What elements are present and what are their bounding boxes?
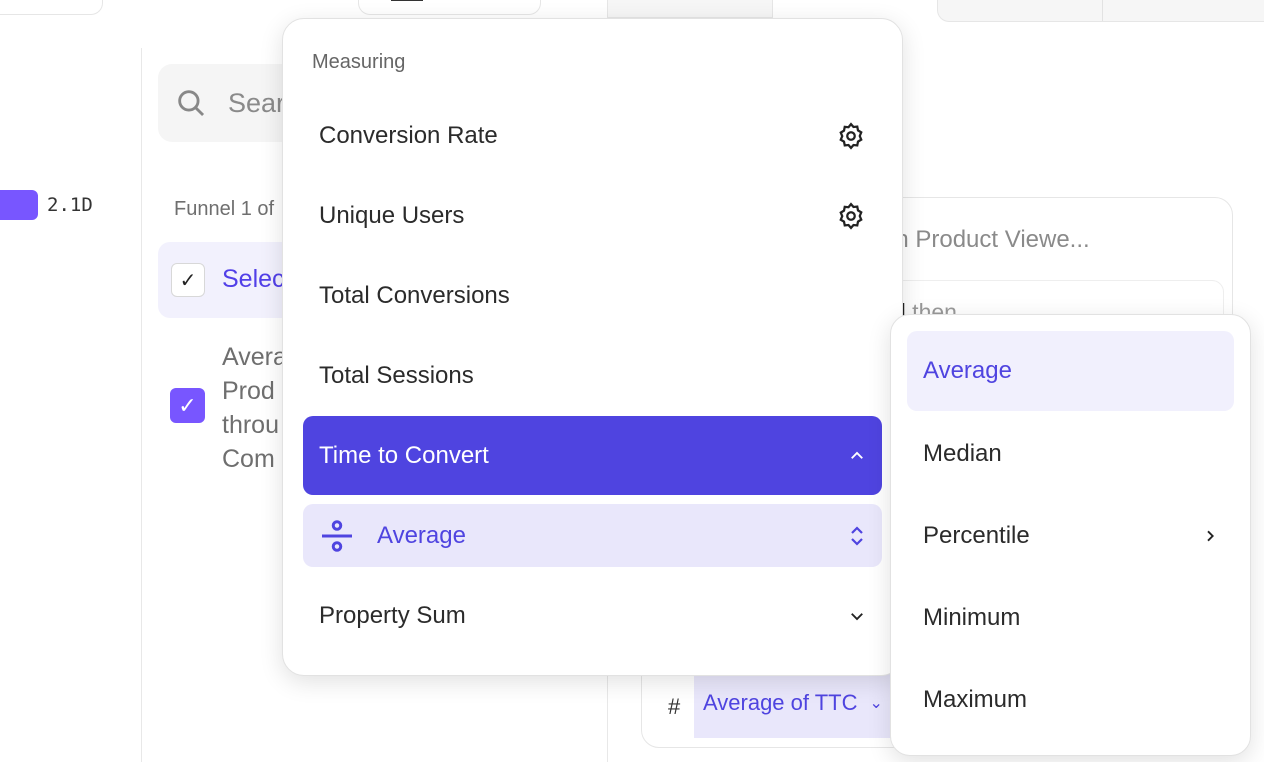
top-box-left: [0, 0, 103, 15]
menu-item-property-sum[interactable]: Property Sum: [303, 576, 882, 656]
search-icon: [178, 90, 205, 117]
funnel-label: Funnel 1 of: [174, 198, 275, 220]
gear-icon[interactable]: [836, 201, 866, 231]
divide-icon: [322, 519, 352, 552]
bar: [0, 190, 38, 220]
aggregation-option-minimum[interactable]: Minimum: [923, 604, 1021, 631]
metric-label: Avera Prod throu Com: [222, 343, 287, 473]
metric-checkbox[interactable]: ✓: [170, 388, 205, 423]
chevron-right-icon: [1207, 530, 1214, 542]
aggregation-menu: Average Median Percentile Minimum Maximu…: [890, 314, 1251, 756]
chevron-down-icon: [851, 613, 863, 621]
menu-item-conversion-rate[interactable]: Conversion Rate: [303, 96, 882, 176]
menu-item-total-conversions[interactable]: Total Conversions: [319, 282, 510, 309]
aggregation-option-average[interactable]: Average: [907, 331, 1234, 411]
menu-header: Measuring: [312, 51, 406, 73]
checkbox[interactable]: ✓: [171, 263, 205, 297]
measuring-menu: Measuring Conversion Rate Unique Users T…: [282, 18, 903, 676]
divider: [141, 48, 142, 762]
top-box-middle[interactable]: [358, 0, 541, 15]
top-tab[interactable]: [607, 0, 773, 18]
aggregation-option-median[interactable]: Median: [923, 440, 1002, 467]
menu-item-time-to-convert[interactable]: Time to Convert: [303, 416, 882, 495]
top-segmented-control[interactable]: [937, 0, 1264, 22]
bar-value: 2.1D: [47, 194, 93, 216]
updown-chevron-icon: [851, 525, 863, 546]
gear-icon[interactable]: [836, 121, 866, 151]
aggregation-option-maximum[interactable]: Maximum: [923, 686, 1028, 713]
aggregation-option-percentile[interactable]: Percentile: [907, 496, 1234, 576]
menu-item-unique-users[interactable]: Unique Users: [303, 176, 882, 256]
metric-pill[interactable]: Average of TTC ⌄: [694, 667, 894, 738]
hash-icon: #: [668, 694, 681, 719]
chevron-up-icon: [851, 451, 863, 459]
aggregation-select[interactable]: Average: [303, 504, 882, 567]
chevron-down-icon: ⌄: [869, 694, 883, 712]
menu-item-total-sessions[interactable]: Total Sessions: [319, 362, 474, 389]
event-text[interactable]: on Product Viewe...: [882, 226, 1090, 253]
